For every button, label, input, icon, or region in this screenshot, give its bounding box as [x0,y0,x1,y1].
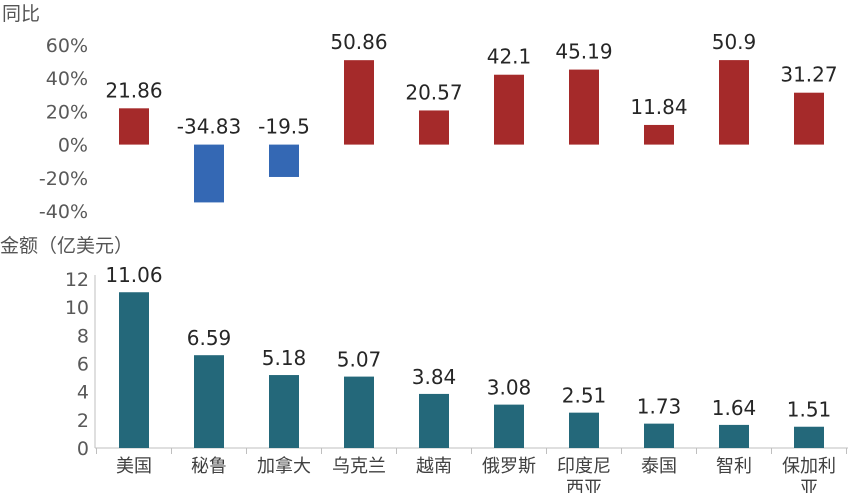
category-label: 乌克兰 [332,456,386,477]
yoy-value-label: -19.5 [258,115,310,139]
amount-value-label: 5.07 [337,348,382,372]
top-ytick-label: -40% [39,201,88,223]
yoy-value-label: 50.9 [712,30,757,54]
top-ytick-label: -20% [39,168,88,190]
category-label: 俄罗斯 [482,456,536,477]
category-label: 秘鲁 [191,456,227,477]
top-chart-ylabel: 同比 [2,3,40,25]
yoy-bar [569,69,599,145]
amount-value-label: 3.08 [487,376,532,400]
category-label: 越南 [416,456,452,477]
category-label: 智利 [716,456,752,477]
amount-bar [419,393,449,448]
category-label: 印度尼西亚 [557,456,611,493]
yoy-value-label: 45.19 [555,40,612,64]
bottom-chart-ylabel: 金额（亿美元） [0,235,133,257]
amount-value-label: 1.64 [712,396,757,420]
yoy-bar [419,110,449,145]
yoy-bar [194,144,224,203]
yoy-value-label: 42.1 [487,45,532,69]
yoy-bar [344,60,374,145]
amount-bar [344,376,374,448]
yoy-value-label: 50.86 [330,30,387,54]
top-ytick-label: 60% [46,35,88,57]
category-label: 加拿大 [257,455,311,477]
amount-value-label: 1.51 [787,398,832,422]
amount-bar [494,404,524,448]
bottom-ytick-label: 0 [77,438,89,460]
category-label: 泰国 [641,456,677,477]
bottom-ytick-label: 12 [65,269,89,291]
top-ytick-label: 20% [46,101,88,123]
yoy-bar [719,60,749,145]
yoy-bar [644,124,674,145]
top-ytick-label: 40% [46,68,88,90]
amount-bar [119,292,149,448]
amount-bar [794,426,824,448]
amount-bar [269,375,299,448]
bottom-ytick-label: 4 [77,382,89,404]
yoy-value-label: 11.84 [630,95,687,119]
amount-value-label: 6.59 [187,326,232,350]
amount-value-label: 3.84 [412,365,457,389]
category-label: 保加利亚 [782,456,836,493]
yoy-bar [119,108,149,145]
yoy-bar [494,74,524,145]
amount-value-label: 2.51 [562,384,607,408]
yoy-bar [269,144,299,177]
amount-value-label: 5.18 [262,346,307,370]
amount-bar [569,412,599,448]
yoy-bar [794,92,824,145]
top-ytick-label: 0% [58,135,88,157]
amount-bar-chart: 0 2 4 6 8 10 12 11.06 美国 6.59 秘鲁 5.18 加拿大 5.07 乌克兰 3.84… [65,263,848,493]
amount-value-label: 11.06 [105,263,162,287]
yoy-value-label: -34.83 [177,115,241,139]
amount-bar [194,355,224,448]
bottom-ytick-label: 2 [77,410,89,432]
amount-bar [719,424,749,448]
bottom-ytick-label: 10 [65,297,89,319]
bottom-ytick-label: 6 [77,354,89,376]
yoy-value-label: 21.86 [105,78,162,102]
yoy-value-label: 31.27 [780,63,837,87]
yoy-bar-chart: -40% -20% 0% 20% 40% 60% 21.86 -34.83 -19.5 50.86… [39,30,838,223]
bottom-ytick-label: 8 [77,325,89,347]
category-label: 美国 [116,456,152,477]
amount-bar [644,423,674,448]
yoy-value-label: 20.57 [405,80,462,104]
amount-value-label: 1.73 [637,395,682,419]
